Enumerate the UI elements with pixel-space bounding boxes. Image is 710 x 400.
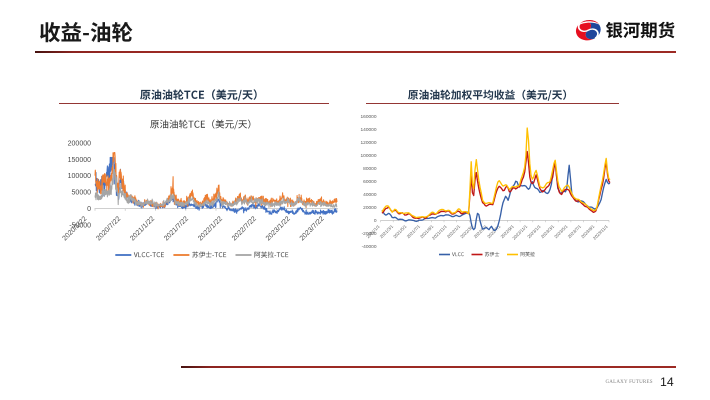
- svg-text:20000: 20000: [363, 205, 377, 211]
- svg-text:2021/1/22: 2021/1/22: [129, 215, 156, 242]
- svg-text:160000: 160000: [360, 114, 376, 120]
- svg-text:2023/7/22: 2023/7/22: [299, 215, 326, 242]
- svg-text:2020/7/22: 2020/7/22: [95, 215, 122, 242]
- svg-text:2022/7/22: 2022/7/22: [231, 215, 258, 242]
- svg-text:50000: 50000: [72, 190, 92, 197]
- svg-text:2021/11/1: 2021/11/1: [431, 223, 448, 240]
- svg-text:2023/11/1: 2023/11/1: [592, 223, 609, 240]
- svg-text:100000: 100000: [68, 173, 91, 180]
- svg-text:2022/1/22: 2022/1/22: [197, 215, 224, 242]
- svg-text:40000: 40000: [363, 192, 377, 198]
- svg-text:200000: 200000: [68, 140, 91, 147]
- svg-text:2023/1/22: 2023/1/22: [265, 215, 292, 242]
- svg-text:100000: 100000: [360, 153, 376, 159]
- svg-text:2022/11/1: 2022/11/1: [511, 223, 528, 240]
- svg-text:60000: 60000: [363, 179, 377, 185]
- svg-text:-40000: -40000: [362, 244, 377, 250]
- svg-text:120000: 120000: [360, 140, 376, 146]
- svg-text:140000: 140000: [360, 127, 376, 133]
- svg-text:-20000: -20000: [362, 231, 377, 237]
- svg-text:0: 0: [374, 218, 377, 224]
- svg-text:-50000: -50000: [69, 222, 91, 229]
- svg-text:2021/7/22: 2021/7/22: [163, 215, 190, 242]
- svg-text:80000: 80000: [363, 166, 377, 172]
- svg-text:0: 0: [87, 206, 91, 213]
- svg-text:150000: 150000: [68, 157, 91, 164]
